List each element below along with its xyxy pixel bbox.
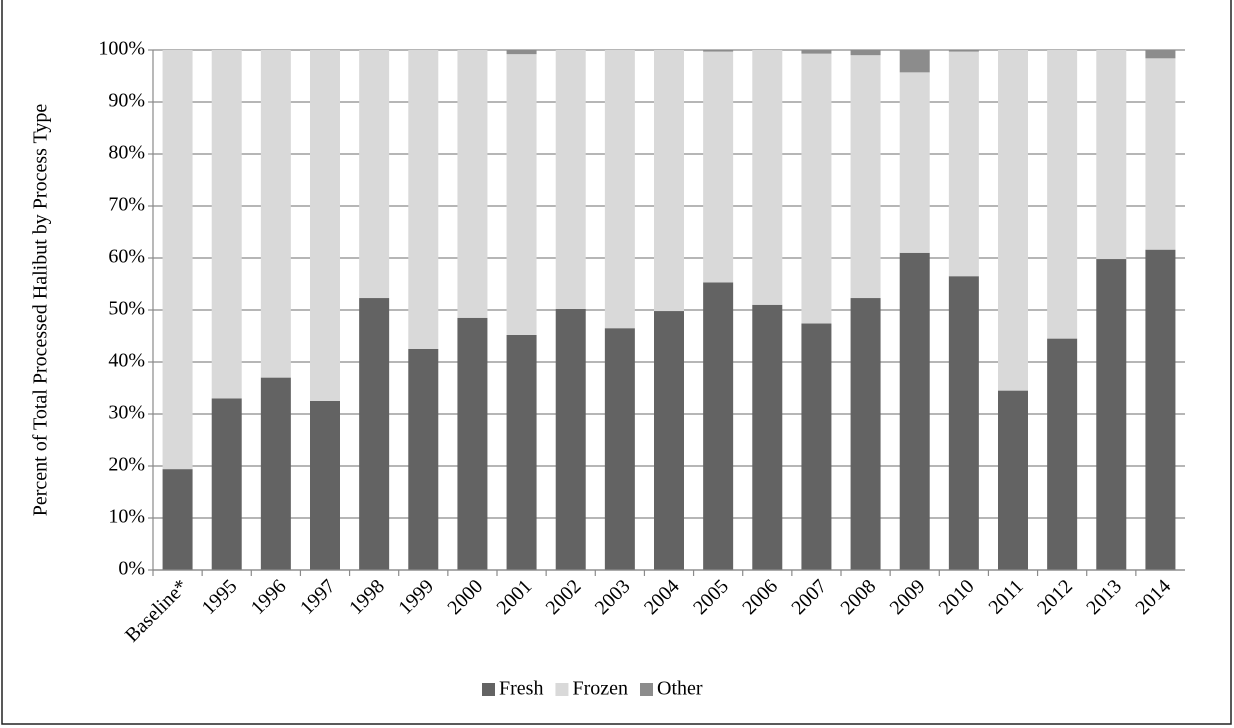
y-tick-label: 40% — [108, 350, 145, 372]
bar-segment — [506, 334, 537, 570]
bar-segment — [555, 308, 586, 570]
bar-segment — [752, 304, 783, 570]
bar-segment — [604, 50, 635, 329]
bar-segment — [359, 50, 390, 299]
bar-segment — [948, 50, 979, 52]
bar-segment — [408, 50, 439, 349]
bar-segment — [457, 50, 488, 318]
bar-segment — [1096, 50, 1127, 260]
bar-segment — [604, 328, 635, 570]
bar-segment — [506, 50, 537, 55]
bar-segment — [899, 252, 930, 571]
legend-label: Fresh — [499, 678, 543, 700]
bar-segment — [162, 50, 193, 470]
bar-segment — [850, 298, 881, 570]
legend-swatch — [555, 683, 569, 696]
bar-segment — [555, 50, 586, 309]
bar-segment — [506, 54, 537, 335]
bar-segment — [408, 349, 439, 570]
y-tick-label: 90% — [108, 90, 145, 112]
bar-segment — [998, 390, 1028, 570]
bar-segment — [1047, 50, 1078, 339]
bar-segment — [260, 377, 291, 570]
bar-segment — [801, 50, 832, 54]
bar-segment — [1145, 249, 1176, 570]
bar-segment — [801, 53, 832, 324]
legend-swatch — [482, 683, 495, 696]
bar-segment — [850, 50, 881, 56]
bar-segment — [801, 323, 832, 570]
y-axis-label: Percent of Total Processed Halibut by Pr… — [30, 104, 52, 517]
bar-segment — [211, 50, 242, 399]
bar-segment — [310, 50, 340, 401]
bar-segment — [850, 55, 881, 299]
bar-segment — [654, 50, 684, 312]
bar-segment — [948, 51, 979, 277]
bar-segment — [1145, 50, 1176, 59]
bar-segment — [654, 311, 684, 570]
bar-segment — [359, 298, 390, 570]
bar-segment — [899, 72, 930, 253]
bar-segment — [310, 401, 340, 570]
y-tick-label: 80% — [108, 142, 145, 164]
legend-label: Other — [657, 678, 703, 700]
bar-segment — [260, 50, 291, 378]
bar-segment — [162, 469, 193, 570]
y-tick-label: 10% — [108, 506, 145, 528]
bar-segment — [211, 398, 242, 570]
y-tick-label: 100% — [98, 38, 145, 60]
y-tick-label: 0% — [118, 558, 145, 580]
bar-segment — [703, 282, 734, 570]
bar-segment — [1096, 259, 1127, 570]
y-tick-label: 60% — [108, 246, 145, 268]
bar-segment — [948, 276, 979, 570]
y-tick-label: 70% — [108, 194, 145, 216]
bar-segment — [752, 50, 783, 305]
bar-segment — [703, 50, 734, 52]
y-tick-label: 50% — [108, 298, 145, 320]
bar-segment — [1047, 338, 1078, 570]
bar-segment — [998, 50, 1028, 391]
bar-segment — [703, 51, 734, 283]
y-tick-label: 20% — [108, 454, 145, 476]
bar-segment — [899, 50, 930, 73]
legend-swatch — [640, 683, 653, 696]
y-tick-label: 30% — [108, 402, 145, 424]
legend-label: Frozen — [572, 678, 628, 700]
bar-segment — [457, 317, 488, 570]
bar-segment — [1145, 58, 1176, 250]
